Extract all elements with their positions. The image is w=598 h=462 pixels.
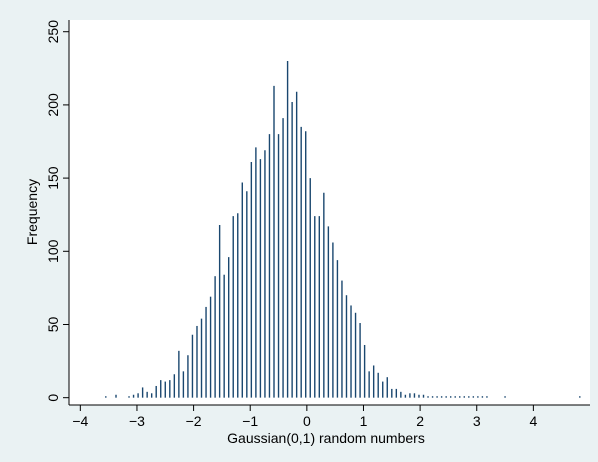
- y-tick-label: 100: [45, 239, 61, 263]
- x-tick-label: −2: [186, 413, 202, 429]
- bars-group: [105, 60, 581, 398]
- y-tick-label: 0: [45, 394, 61, 402]
- x-tick-label: 4: [529, 413, 537, 429]
- x-tick-label: −4: [72, 413, 88, 429]
- x-tick-label: 2: [416, 413, 424, 429]
- plot-area: [69, 20, 590, 405]
- x-ticks-group: −4 −3 −2 −1 0 1 2 3 4: [72, 405, 537, 429]
- x-tick-label: 0: [303, 413, 311, 429]
- y-tick-label: 250: [45, 20, 61, 44]
- x-tick-label: 3: [473, 413, 481, 429]
- x-tick-label: −1: [242, 413, 258, 429]
- x-axis-label: Gaussian(0,1) random numbers: [227, 430, 425, 446]
- y-ticks-group: 0 50 100 150 200 250: [45, 20, 69, 402]
- x-tick-label: −3: [129, 413, 145, 429]
- x-tick-label: 1: [360, 413, 368, 429]
- y-axis-label: Frequency: [24, 179, 40, 245]
- y-tick-label: 50: [45, 316, 61, 332]
- y-tick-label: 200: [45, 93, 61, 117]
- y-tick-label: 150: [45, 166, 61, 190]
